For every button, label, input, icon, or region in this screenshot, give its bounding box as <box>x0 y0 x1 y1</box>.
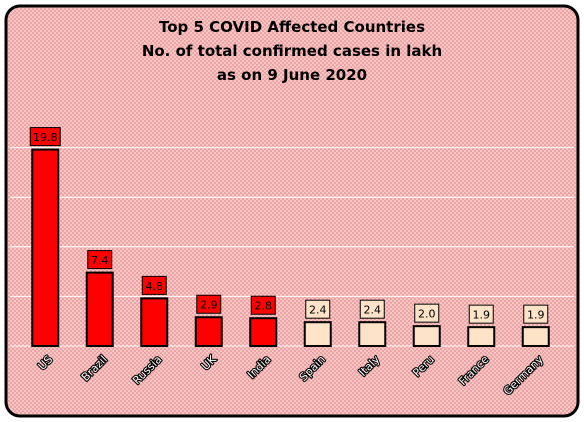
data-label-russia: 4.8 <box>146 280 164 293</box>
bar-peru <box>412 325 441 348</box>
bar-france <box>467 326 496 348</box>
chart-title-line-1: Top 5 COVID Affected Countries <box>159 18 425 36</box>
data-label-india: 2.8 <box>255 300 273 313</box>
bar-spain <box>303 321 332 347</box>
data-label-box-uk <box>196 294 222 314</box>
data-label-box-france <box>468 304 494 324</box>
bar-russia <box>140 297 169 348</box>
data-label-uk: 2.9 <box>200 299 218 312</box>
data-label-box-italy <box>359 299 385 319</box>
chart-title-line-2: No. of total confirmed cases in lakh <box>142 42 442 60</box>
data-label-box-brazil <box>87 250 113 270</box>
data-label-box-spain <box>305 299 331 319</box>
data-label-france: 1.9 <box>473 309 491 322</box>
bar-brazil <box>85 271 114 348</box>
bar-india <box>249 317 278 347</box>
data-label-box-india <box>250 295 276 315</box>
data-label-brazil: 7.4 <box>91 254 109 267</box>
chart-title-line-3: as on 9 June 2020 <box>217 66 367 84</box>
bar-germany <box>521 326 550 348</box>
bar-italy <box>358 321 387 347</box>
data-label-box-us <box>29 127 61 147</box>
bar-us <box>31 148 60 347</box>
data-label-box-peru <box>414 303 440 323</box>
bar-uk <box>194 316 223 347</box>
data-label-peru: 2.0 <box>418 308 436 321</box>
data-label-italy: 2.4 <box>364 304 382 317</box>
data-labels: 19.8 7.4 4.8 2.9 2.8 2.4 2.4 2.0 1.9 1.9 <box>29 127 549 324</box>
data-label-us: 19.8 <box>33 131 58 144</box>
data-label-spain: 2.4 <box>309 304 327 317</box>
bars <box>31 148 550 348</box>
data-label-box-russia <box>141 275 167 295</box>
data-label-germany: 1.9 <box>527 309 545 322</box>
data-label-box-germany <box>523 304 549 324</box>
